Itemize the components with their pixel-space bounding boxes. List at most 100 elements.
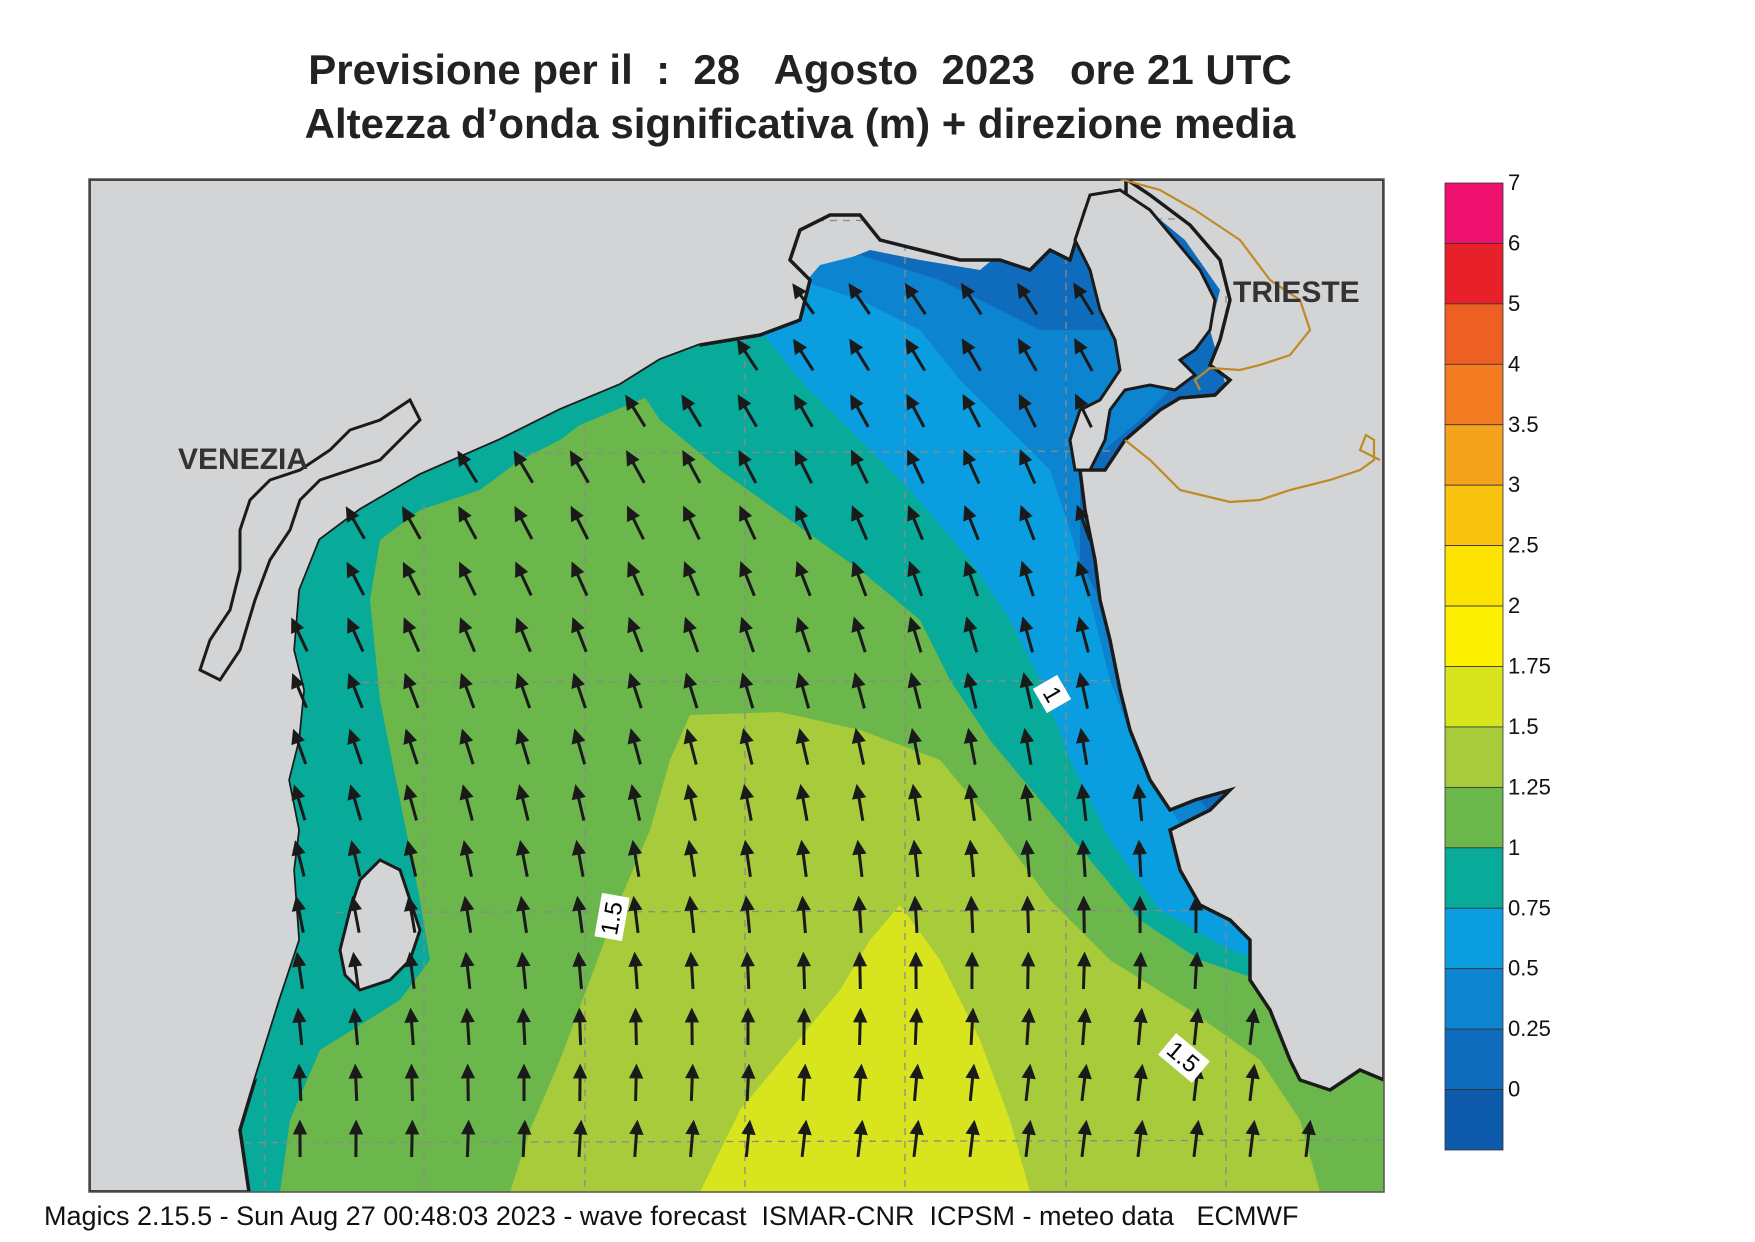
wave-arrow-head (627, 728, 642, 745)
wave-arrow-head (571, 728, 586, 745)
wave-arrow-head (1188, 895, 1204, 911)
colorbar-swatch (1444, 726, 1504, 788)
wave-arrow-head (963, 727, 979, 744)
wave-arrow-head (573, 1119, 588, 1135)
wave-arrow-head (740, 1007, 756, 1023)
wave-arrow-head (626, 450, 640, 467)
wave-arrow-head (513, 450, 528, 467)
wave-arrow-head (347, 728, 361, 746)
colorbar-swatch (1444, 786, 1504, 849)
wave-arrow-head (1076, 783, 1091, 800)
wave-arrow-head (1076, 895, 1092, 911)
wave-arrow-head (1020, 783, 1035, 800)
wave-arrow-head (683, 728, 698, 745)
wave-arrow-head (796, 839, 811, 856)
colorbar-swatch (1444, 363, 1504, 426)
wave-arrow-head (516, 951, 531, 968)
wave-arrow-head (685, 1119, 700, 1136)
wave-arrow-head (851, 616, 866, 633)
wave-arrow-head (514, 505, 528, 523)
wave-arrow-head (796, 1007, 812, 1023)
wave-arrow-head (459, 839, 474, 857)
wave-direction-arrows (291, 282, 1316, 1158)
wave-arrow-head (403, 840, 418, 857)
trieste-peninsula (1068, 188, 1217, 472)
wave-arrow-head (684, 839, 699, 856)
footer-credits: Magics 2.15.5 - Sun Aug 27 00:48:03 2023… (44, 1201, 1299, 1231)
wave-arrow-head (626, 505, 640, 523)
wave-arrow-head (739, 672, 754, 689)
wave-arrow-head (681, 394, 696, 411)
colorbar-tick-label: 2.5 (1508, 533, 1539, 558)
wave-arrow-head (1019, 727, 1035, 744)
wave-arrow-head (848, 283, 863, 300)
wave-arrow-head (572, 895, 587, 912)
nw-teal-coastal (255, 345, 700, 1080)
colorbar-tick-label: 0.75 (1508, 895, 1551, 920)
wave-arrow-head (1075, 504, 1089, 522)
wave-arrow-head (348, 1119, 364, 1135)
wave-arrow-head (1132, 783, 1147, 800)
wave-arrow-head (907, 560, 921, 578)
wave-arrow-head (571, 784, 586, 801)
wave-arrow-head (571, 672, 585, 690)
wave-arrow-head (963, 449, 977, 466)
wave-arrow-head (738, 449, 752, 467)
wave-arrow-head (962, 393, 976, 411)
wave-arrow-head (684, 895, 699, 912)
wave-arrow-head (851, 449, 864, 467)
wave-arrow-head (1021, 1007, 1036, 1023)
colorbar-swatch (1444, 424, 1504, 486)
colorbar-tick-label: 4 (1508, 351, 1520, 376)
wave-arrow-head (740, 895, 755, 912)
wave-arrow-head (964, 783, 979, 800)
wave-arrow-head (517, 1119, 532, 1135)
wave-arrow-head (572, 1007, 587, 1023)
wave-arrow-head (736, 338, 751, 356)
wave-arrow-head (796, 951, 811, 967)
wave-arrow-head (965, 1007, 980, 1023)
wave-arrow-head (852, 895, 867, 911)
wave-arrow-head (404, 1119, 420, 1135)
colorbar-tick-label: 1 (1508, 835, 1520, 860)
wave-arrow-head (963, 672, 978, 689)
colorbar-tick-label: 2 (1508, 593, 1520, 618)
wave-arrow-head (1133, 951, 1148, 967)
wave-arrow-head (403, 895, 419, 912)
wave-arrow-head (404, 951, 419, 968)
wave-arrow-head (1245, 1007, 1260, 1024)
wave-arrow-head (347, 617, 361, 634)
wave-arrow-head (1019, 672, 1034, 689)
wave-arrow-head (292, 1007, 307, 1024)
wave-arrow-head (851, 728, 866, 745)
wave-arrow-head (402, 561, 416, 579)
wave-arrow-head (1133, 1063, 1148, 1080)
wave-arrow-head (796, 895, 811, 912)
wave-arrow-head (909, 1063, 924, 1080)
colorbar-swatch (1444, 545, 1504, 607)
wave-arrow-head (628, 1063, 644, 1079)
wave-arrow-head (851, 505, 865, 522)
colorbar-swatch (1444, 666, 1504, 728)
wave-arrow-head (1189, 951, 1204, 967)
wave-arrow-head (347, 895, 363, 912)
wave-arrow-head (1301, 1119, 1316, 1136)
wave-arrow-head (627, 616, 641, 634)
wave-arrow-head (850, 394, 864, 411)
istria-land (1078, 179, 1384, 1092)
wave-arrow-head (1076, 727, 1091, 744)
wave-arrow-head (1077, 1007, 1092, 1023)
colorbar-swatch (1444, 1028, 1504, 1090)
wave-arrow-head (1075, 672, 1090, 689)
wave-arrow-head (907, 727, 922, 744)
wave-arrow-head (625, 394, 640, 412)
wave-arrow-head (1017, 282, 1032, 300)
wave-arrow-head (1019, 504, 1033, 522)
sea-band-1.75 (700, 905, 1030, 1192)
wave-arrow-head (683, 505, 697, 523)
wave-arrow-head (1132, 895, 1148, 911)
wave-arrow-head (1019, 560, 1034, 577)
wave-arrow-head (459, 728, 474, 745)
wave-arrow-head (571, 839, 587, 856)
wave-arrow-head (1077, 1063, 1092, 1080)
